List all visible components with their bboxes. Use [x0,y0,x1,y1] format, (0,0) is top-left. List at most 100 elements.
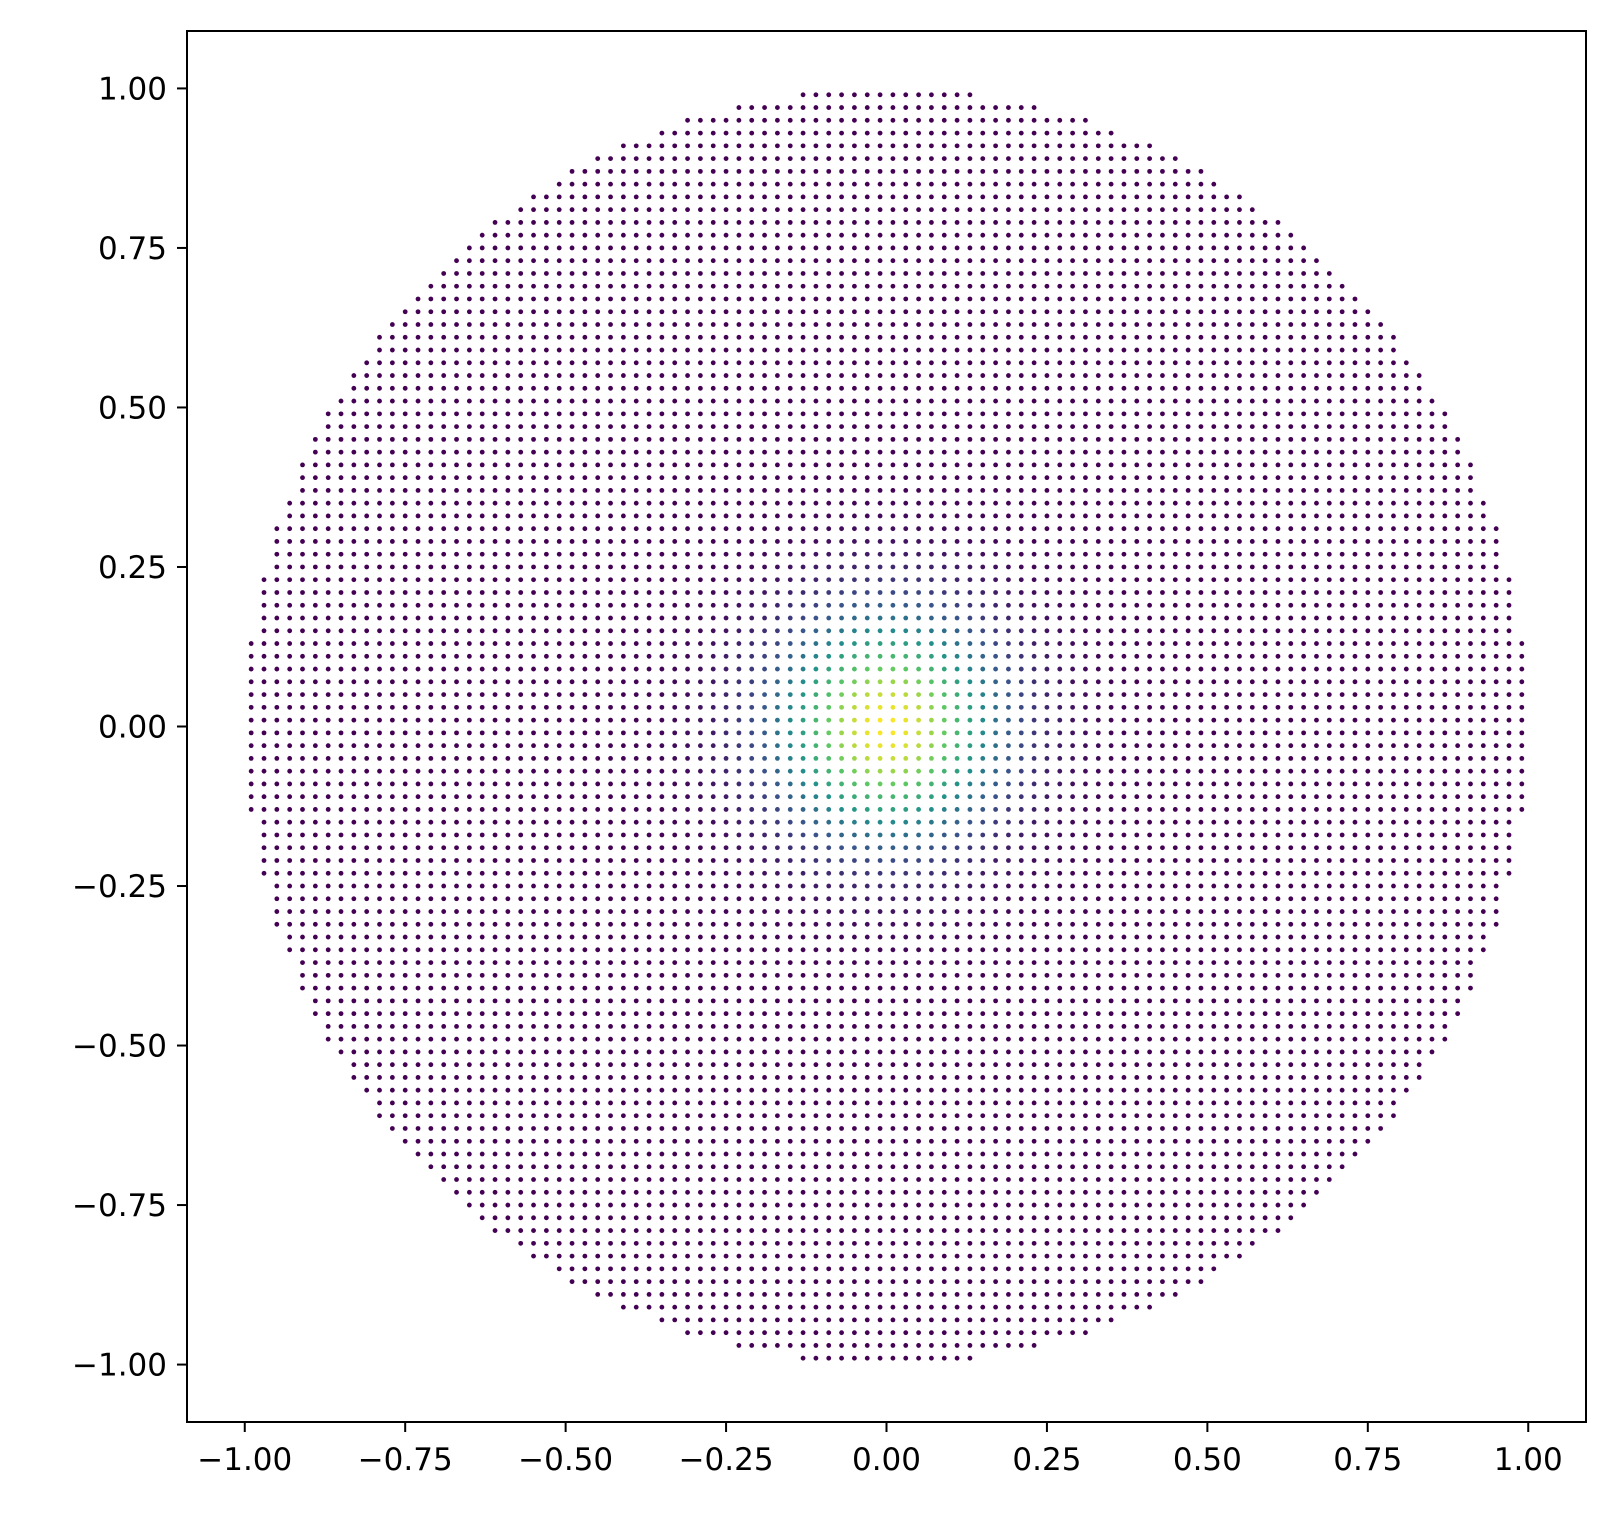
scatter-point [1108,1279,1114,1285]
scatter-point [1314,1113,1319,1119]
scatter-point [1326,845,1332,851]
scatter-point [890,1202,896,1208]
scatter-point [929,909,934,914]
scatter-point [941,666,947,672]
scatter-point [672,641,678,646]
scatter-point [1211,921,1217,927]
scatter-point [775,934,780,940]
scatter-point [569,615,575,621]
scatter-point [556,666,562,672]
scatter-point [916,692,921,697]
scatter-point [454,1087,459,1093]
scatter-point [826,807,832,812]
scatter-point [1416,794,1422,800]
scatter-point [569,1062,575,1068]
scatter-point [852,794,857,800]
scatter-point [800,768,806,774]
scatter-point [1160,1291,1165,1297]
scatter-point [762,947,767,953]
scatter-point [377,717,382,723]
scatter-point [813,1215,819,1221]
scatter-point [312,666,318,672]
scatter-point [428,781,434,787]
scatter-point [1339,972,1345,978]
scatter-point [826,960,832,965]
scatter-point [775,692,780,697]
scatter-point [685,1126,690,1131]
scatter-point [466,1126,472,1131]
scatter-point [1403,653,1409,659]
scatter-point [364,870,370,876]
scatter-point [377,1100,382,1106]
scatter-point [608,921,613,927]
scatter-point [1237,985,1242,991]
scatter-point [1339,704,1345,710]
scatter-point [1249,960,1255,965]
scatter-point [1134,1279,1140,1285]
scatter-point [1224,1075,1230,1080]
scatter-point [762,794,767,800]
scatter-point [1224,1023,1230,1029]
scatter-point [556,704,562,710]
scatter-point [1249,1062,1255,1068]
scatter-point [1147,590,1153,595]
scatter-point [993,921,998,927]
scatter-point [864,921,870,927]
scatter-point [1095,1240,1101,1246]
scatter-point [466,1075,472,1080]
scatter-point [903,909,909,914]
scatter-point [466,972,472,978]
scatter-point [1262,960,1268,965]
scatter-point [620,870,626,876]
scatter-point [1083,768,1088,774]
scatter-point [1031,743,1037,749]
scatter-point [1378,985,1384,991]
scatter-point [813,679,819,685]
scatter-point [492,1036,498,1042]
scatter-point [954,615,960,621]
scatter-point [633,1279,639,1285]
scatter-point [852,653,857,659]
scatter-point [839,653,844,659]
scatter-point [1134,1291,1140,1297]
scatter-point [1237,1138,1242,1144]
scatter-point [1083,1177,1088,1182]
scatter-point [929,1151,934,1157]
scatter-point [1224,845,1230,851]
scatter-point [531,641,536,646]
scatter-point [1044,743,1050,749]
scatter-point [736,909,742,914]
scatter-point [1070,717,1076,723]
scatter-point [261,653,267,659]
scatter-point [903,1291,909,1297]
scatter-point [1378,628,1384,634]
scatter-point [864,1087,870,1093]
scatter-point [454,998,459,1004]
scatter-point [1391,743,1396,749]
scatter-point [877,602,883,608]
scatter-point [659,1138,665,1144]
scatter-point [1262,921,1268,927]
scatter-point [505,653,511,659]
scatter-point [916,858,921,863]
scatter-point [1172,1062,1178,1068]
scatter-point [672,807,678,812]
scatter-point [1301,615,1307,621]
scatter-point [1070,1266,1076,1272]
scatter-point [351,1023,357,1029]
scatter-point [775,1343,780,1348]
scatter-point [466,653,472,659]
scatter-point [608,1253,613,1259]
scatter-point [1339,666,1345,672]
scatter-point [941,1036,947,1042]
scatter-point [1506,653,1512,659]
scatter-point [1121,934,1127,940]
scatter-point [890,1075,896,1080]
scatter-point [569,858,575,863]
scatter-point [672,1189,678,1195]
scatter-point [1519,743,1525,749]
scatter-point [1519,781,1525,787]
scatter-point [1057,1253,1063,1259]
scatter-point [749,1266,755,1272]
scatter-point [543,1151,549,1157]
